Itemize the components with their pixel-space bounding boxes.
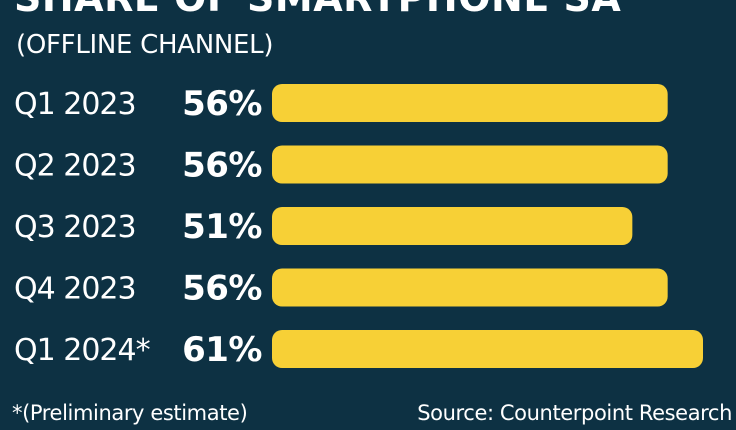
category-label: Q1 2024*: [14, 333, 151, 368]
bar-3: [272, 207, 633, 245]
bar-5: [272, 330, 703, 368]
bar-4: [272, 268, 668, 307]
value-label: 56%: [182, 146, 262, 186]
category-label: Q2 2023: [14, 149, 136, 184]
category-label: Q4 2023: [14, 272, 136, 307]
value-label: 56%: [182, 84, 262, 124]
chart-title: SHARE OF SMARTPHONE SA: [14, 0, 621, 20]
bar-2: [272, 145, 668, 184]
bar-chart: Q1 2023 56% Q2 2023 56% Q3 2023 51% Q4 2023 56%…: [14, 84, 703, 370]
source-note: Source: Counterpoint Research: [417, 401, 732, 425]
category-label: Q3 2023: [14, 210, 136, 245]
value-label: 56%: [182, 269, 262, 309]
value-label: 61%: [182, 330, 262, 370]
footnote: *(Preliminary estimate): [12, 401, 248, 425]
bar-1: [272, 84, 668, 122]
chart-subtitle: (OFFLINE CHANNEL): [16, 30, 274, 60]
value-label: 51%: [182, 207, 262, 247]
category-label: Q1 2023: [14, 87, 136, 122]
